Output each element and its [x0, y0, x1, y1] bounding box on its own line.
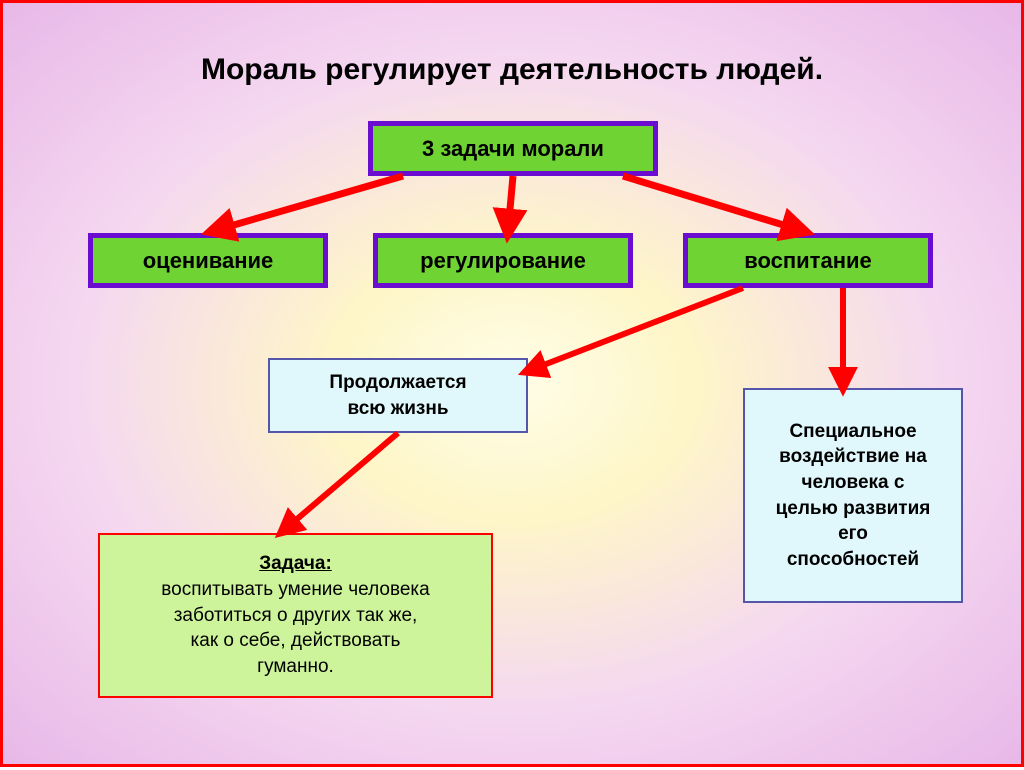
- sub-label: Продолжаетсявсю жизнь: [329, 370, 466, 421]
- branch-label: воспитание: [744, 248, 872, 274]
- root-node: 3 задачи морали: [368, 121, 658, 176]
- task-content: Задача: воспитывать умение человеказабот…: [161, 551, 429, 679]
- slide-title: Мораль регулирует деятельность людей.: [201, 53, 823, 87]
- sub-node: Продолжаетсявсю жизнь: [268, 358, 528, 433]
- sub-node: Специальноевоздействие начеловека сцелью…: [743, 388, 963, 603]
- branch-label: оценивание: [143, 248, 274, 274]
- slide-frame: Мораль регулирует деятельность людей. 3 …: [0, 0, 1024, 767]
- branch-label: регулирование: [420, 248, 586, 274]
- root-label: 3 задачи морали: [422, 136, 604, 162]
- branch-node: воспитание: [683, 233, 933, 288]
- task-title: Задача:: [259, 553, 332, 574]
- sub-label: Специальноевоздействие начеловека сцелью…: [776, 419, 931, 573]
- branch-node: оценивание: [88, 233, 328, 288]
- branch-node: регулирование: [373, 233, 633, 288]
- task-node: Задача: воспитывать умение человеказабот…: [98, 533, 493, 698]
- task-body: воспитывать умение человеказаботиться о …: [161, 579, 429, 677]
